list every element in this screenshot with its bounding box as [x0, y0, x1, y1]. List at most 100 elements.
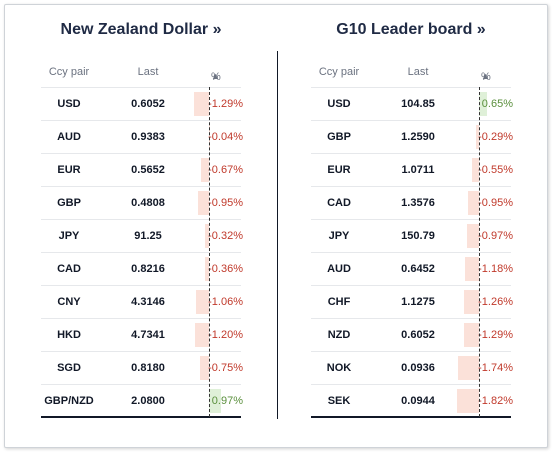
percent-change-cell: -1.20% [208, 329, 243, 341]
last-price-cell: 0.5652 [131, 164, 165, 176]
last-price-cell: 0.0944 [401, 395, 435, 407]
percent-change-cell: -1.29% [208, 98, 243, 110]
table-row[interactable]: CAD 1.3576 -0.95% [311, 187, 513, 220]
ccy-pair-cell: CAD [57, 263, 81, 275]
ccy-pair-cell: GBP/NZD [44, 395, 94, 407]
table-row[interactable]: AUD 0.9383 -0.04% [41, 121, 243, 154]
table-row[interactable]: EUR 1.0711 -0.55% [311, 154, 513, 187]
table-row[interactable]: USD 0.6052 -1.29% [41, 88, 243, 121]
percent-change-cell: -1.26% [478, 296, 513, 308]
table-row[interactable]: NZD 0.6052 -1.29% [311, 319, 513, 352]
header-last[interactable]: Last [407, 66, 429, 78]
last-price-cell: 0.6452 [401, 263, 435, 275]
change-bar [464, 257, 479, 281]
percent-change-cell: -0.04% [208, 131, 243, 143]
last-price-cell: 4.3146 [131, 296, 165, 308]
last-price-cell: 0.6052 [401, 329, 435, 341]
change-bar [197, 191, 209, 215]
header-ccy-pair[interactable]: Ccy pair [318, 66, 360, 78]
table-row[interactable]: GBP/NZD 2.0800 0.97% [41, 385, 243, 418]
table-row[interactable]: HKD 4.7341 -1.20% [41, 319, 243, 352]
percent-change-cell: -1.74% [478, 362, 513, 374]
change-bar [467, 224, 479, 248]
change-bar [463, 323, 479, 347]
nzd-table-body: USD 0.6052 -1.29% AUD 0.9383 -0.04% EUR 0.5652 -… [41, 87, 243, 418]
header-ccy-pair[interactable]: Ccy pair [48, 66, 90, 78]
sort-ascending-icon: ▲ [481, 71, 490, 81]
header-last[interactable]: Last [137, 66, 159, 78]
header-percent-label: % [481, 71, 491, 83]
last-price-cell: 4.7341 [131, 329, 165, 341]
percent-change-cell: -0.36% [208, 263, 243, 275]
g10-panel-title[interactable]: G10 Leader board » [336, 21, 486, 38]
change-bar [479, 92, 487, 116]
sort-ascending-icon: ▲ [211, 71, 220, 81]
ccy-pair-cell: EUR [327, 164, 351, 176]
ccy-pair-cell: USD [57, 98, 81, 110]
percent-change-cell: 0.97% [211, 395, 243, 407]
table-row[interactable]: EUR 0.5652 -0.67% [41, 154, 243, 187]
last-price-cell: 91.25 [134, 230, 162, 242]
table-row[interactable]: NOK 0.0936 -1.74% [311, 352, 513, 385]
table-row[interactable]: JPY 150.79 -0.97% [311, 220, 513, 253]
panel-divider [277, 51, 278, 419]
change-bar [472, 158, 479, 182]
change-bar [200, 356, 209, 380]
change-bar [457, 389, 479, 413]
percent-change-cell: -0.95% [208, 197, 243, 209]
last-price-cell: 0.9383 [131, 131, 165, 143]
ccy-pair-cell: GBP [327, 131, 351, 143]
ccy-pair-cell: JPY [328, 230, 350, 242]
percent-change-cell: -0.95% [478, 197, 513, 209]
percent-change-cell: -1.29% [478, 329, 513, 341]
table-row[interactable]: CAD 0.8216 -0.36% [41, 253, 243, 286]
last-price-cell: 0.8216 [131, 263, 165, 275]
table-row[interactable]: JPY 91.25 -0.32% [41, 220, 243, 253]
table-row[interactable]: CNY 4.3146 -1.06% [41, 286, 243, 319]
last-price-cell: 1.3576 [401, 197, 435, 209]
g10-table-header: Ccy pair Last % ▲ [311, 61, 511, 87]
percent-change-cell: 0.65% [481, 98, 513, 110]
percent-change-cell: -0.55% [478, 164, 513, 176]
percent-change-cell: -1.06% [208, 296, 243, 308]
last-price-cell: 104.85 [401, 98, 435, 110]
ccy-pair-cell: HKD [57, 329, 81, 341]
last-price-cell: 0.8180 [131, 362, 165, 374]
nzd-table-header: Ccy pair Last % ▲ [41, 61, 241, 87]
ccy-pair-cell: NZD [327, 329, 351, 341]
ccy-pair-cell: AUD [57, 131, 81, 143]
ccy-pair-cell: EUR [57, 164, 81, 176]
change-bar [205, 224, 209, 248]
ccy-pair-cell: CNY [57, 296, 81, 308]
table-row[interactable]: GBP 1.2590 -0.29% [311, 121, 513, 154]
table-row[interactable]: GBP 0.4808 -0.95% [41, 187, 243, 220]
table-row[interactable]: SEK 0.0944 -1.82% [311, 385, 513, 418]
g10-table-body: USD 104.85 0.65% GBP 1.2590 -0.29% EUR 1.0711 -0… [311, 87, 513, 418]
ccy-pair-cell: SGD [57, 362, 81, 374]
table-row[interactable]: CHF 1.1275 -1.26% [311, 286, 513, 319]
change-bar [458, 356, 479, 380]
change-bar [475, 125, 479, 149]
ccy-pair-cell: AUD [327, 263, 351, 275]
ccy-pair-cell: JPY [58, 230, 80, 242]
change-bar [194, 323, 209, 347]
ccy-pair-cell: SEK [327, 395, 351, 407]
change-bar [200, 158, 209, 182]
last-price-cell: 0.0936 [401, 362, 435, 374]
last-price-cell: 0.4808 [131, 197, 165, 209]
last-price-cell: 1.1275 [401, 296, 435, 308]
percent-change-cell: -0.29% [478, 131, 513, 143]
percent-change-cell: -0.67% [208, 164, 243, 176]
percent-change-cell: -0.97% [478, 230, 513, 242]
table-row[interactable]: AUD 0.6452 -1.18% [311, 253, 513, 286]
last-price-cell: 0.6052 [131, 98, 165, 110]
last-price-cell: 2.0800 [131, 395, 165, 407]
zero-baseline [209, 87, 210, 417]
nzd-panel-title[interactable]: New Zealand Dollar » [60, 21, 222, 38]
last-price-cell: 150.79 [401, 230, 435, 242]
table-row[interactable]: USD 104.85 0.65% [311, 88, 513, 121]
percent-change-cell: -1.82% [478, 395, 513, 407]
percent-change-cell: -0.32% [208, 230, 243, 242]
table-row[interactable]: SGD 0.8180 -0.75% [41, 352, 243, 385]
percent-change-cell: -0.75% [208, 362, 243, 374]
